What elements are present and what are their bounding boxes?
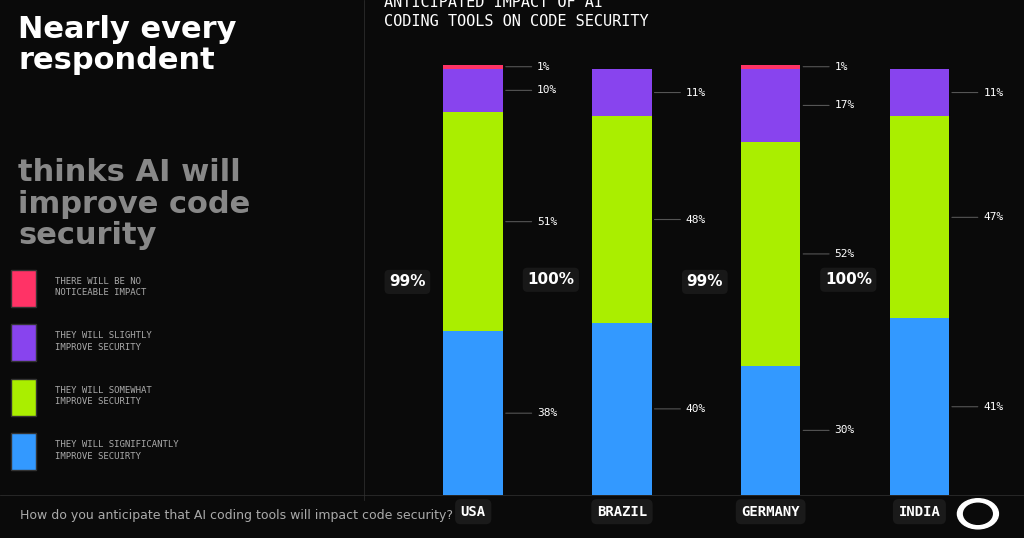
Text: THEY WILL SLIGHTLY
IMPROVE SECURITY: THEY WILL SLIGHTLY IMPROVE SECURITY [54,331,152,352]
Text: 17%: 17% [803,101,855,110]
Text: ANTICIPATED IMPACT OF AI
CODING TOOLS ON CODE SECURITY: ANTICIPATED IMPACT OF AI CODING TOOLS ON… [384,0,648,30]
Text: 11%: 11% [654,88,707,97]
Bar [443,69,503,112]
Text: 38%: 38% [506,408,557,418]
Text: 10%: 10% [506,86,557,95]
Bar [443,65,503,69]
Text: THEY WILL SOMEWHAT
IMPROVE SECURITY: THEY WILL SOMEWHAT IMPROVE SECURITY [54,386,152,406]
Bar [741,65,801,69]
Text: 52%: 52% [803,249,855,259]
Text: 99%: 99% [389,274,426,289]
Text: 11%: 11% [952,88,1004,97]
Text: 51%: 51% [506,217,557,226]
Bar [890,116,949,318]
FancyBboxPatch shape [11,324,37,362]
Text: 1%: 1% [506,62,551,72]
Bar [592,69,651,116]
Text: 30%: 30% [803,426,855,435]
Text: THEY WILL SIGNIFICANTLY
IMPROVE SECUIRTY: THEY WILL SIGNIFICANTLY IMPROVE SECUIRTY [54,440,178,461]
Bar [741,142,801,366]
Text: THERE WILL BE NO
NOTICEABLE IMPACT: THERE WILL BE NO NOTICEABLE IMPACT [54,277,145,298]
FancyBboxPatch shape [11,433,37,470]
Text: How do you anticipate that AI coding tools will impact code security?: How do you anticipate that AI coding too… [20,509,454,522]
Bar [741,69,801,142]
Text: 40%: 40% [654,404,707,414]
Text: Nearly every
respondent: Nearly every respondent [18,15,237,75]
Bar [890,69,949,116]
Bar [443,331,503,495]
FancyBboxPatch shape [11,379,37,416]
Text: 47%: 47% [952,213,1004,222]
Text: 48%: 48% [654,215,707,224]
Circle shape [964,503,992,525]
Bar [592,323,651,495]
Bar [592,116,651,323]
Text: 100%: 100% [824,272,871,287]
Bar [443,112,503,331]
Text: 100%: 100% [527,272,574,287]
Bar [890,318,949,495]
Text: 99%: 99% [686,274,723,289]
FancyBboxPatch shape [11,270,37,307]
Bar [741,366,801,495]
Text: 1%: 1% [803,62,848,72]
Circle shape [957,499,998,529]
Text: thinks AI will
improve code
security: thinks AI will improve code security [18,158,251,250]
Text: 41%: 41% [952,402,1004,412]
